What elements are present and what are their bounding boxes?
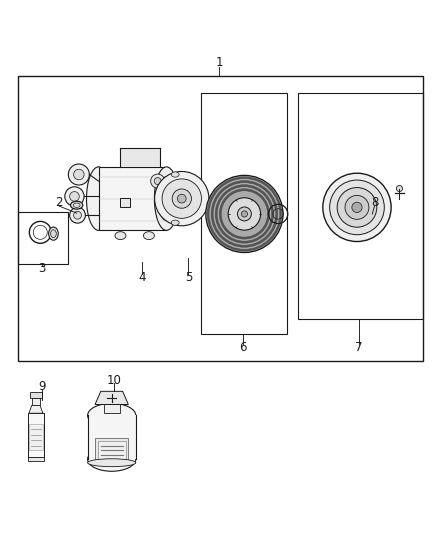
Ellipse shape — [154, 167, 178, 230]
Circle shape — [337, 188, 377, 227]
Text: 4: 4 — [138, 271, 146, 284]
Circle shape — [209, 179, 280, 249]
Ellipse shape — [86, 167, 110, 230]
Circle shape — [65, 187, 84, 206]
Polygon shape — [29, 405, 43, 413]
Circle shape — [219, 189, 269, 239]
Bar — [28, 413, 44, 457]
Ellipse shape — [158, 177, 175, 221]
Ellipse shape — [73, 203, 80, 207]
Circle shape — [213, 183, 276, 245]
Ellipse shape — [171, 172, 179, 177]
Ellipse shape — [115, 232, 126, 239]
Text: 1: 1 — [215, 56, 223, 69]
Ellipse shape — [50, 230, 56, 238]
Circle shape — [70, 191, 79, 201]
Ellipse shape — [88, 403, 136, 427]
Circle shape — [215, 185, 274, 243]
Circle shape — [217, 187, 272, 241]
Circle shape — [211, 181, 278, 247]
Circle shape — [221, 191, 268, 237]
Circle shape — [179, 189, 198, 208]
Circle shape — [172, 189, 191, 208]
Circle shape — [184, 194, 193, 203]
Bar — [95, 438, 128, 463]
Bar — [29, 424, 43, 450]
Circle shape — [74, 169, 84, 180]
Ellipse shape — [49, 227, 58, 240]
Bar — [120, 198, 130, 207]
Circle shape — [151, 174, 165, 188]
Text: 7: 7 — [355, 341, 363, 354]
Circle shape — [323, 173, 391, 241]
Bar — [298, 93, 423, 319]
Bar — [18, 76, 423, 361]
Circle shape — [154, 177, 161, 184]
Ellipse shape — [88, 447, 136, 471]
Circle shape — [162, 179, 201, 219]
Circle shape — [70, 207, 85, 223]
Circle shape — [172, 182, 205, 215]
Ellipse shape — [144, 232, 154, 239]
Text: 6: 6 — [239, 341, 247, 354]
Bar — [104, 405, 120, 413]
Text: 8: 8 — [371, 197, 378, 209]
Circle shape — [352, 202, 362, 213]
Circle shape — [74, 211, 81, 219]
Text: 9: 9 — [38, 381, 46, 393]
Circle shape — [396, 185, 403, 191]
Circle shape — [206, 175, 283, 253]
Circle shape — [155, 172, 209, 226]
Bar — [30, 392, 42, 398]
Circle shape — [207, 176, 282, 252]
Ellipse shape — [71, 201, 83, 209]
Circle shape — [237, 207, 251, 221]
Circle shape — [241, 211, 247, 217]
Bar — [18, 212, 68, 264]
Circle shape — [330, 180, 384, 235]
Text: 10: 10 — [106, 374, 121, 387]
Bar — [98, 441, 126, 460]
Bar — [88, 415, 136, 459]
Circle shape — [345, 196, 369, 219]
Bar — [32, 398, 40, 405]
Bar — [201, 93, 287, 334]
Polygon shape — [95, 391, 128, 405]
Bar — [99, 167, 166, 230]
Bar — [28, 457, 44, 461]
Text: 3: 3 — [38, 262, 45, 275]
Text: 5: 5 — [185, 271, 192, 284]
Circle shape — [68, 164, 89, 185]
Circle shape — [177, 194, 186, 203]
Ellipse shape — [171, 220, 179, 225]
Ellipse shape — [88, 459, 136, 467]
Circle shape — [228, 198, 261, 230]
Text: 2: 2 — [55, 197, 63, 209]
